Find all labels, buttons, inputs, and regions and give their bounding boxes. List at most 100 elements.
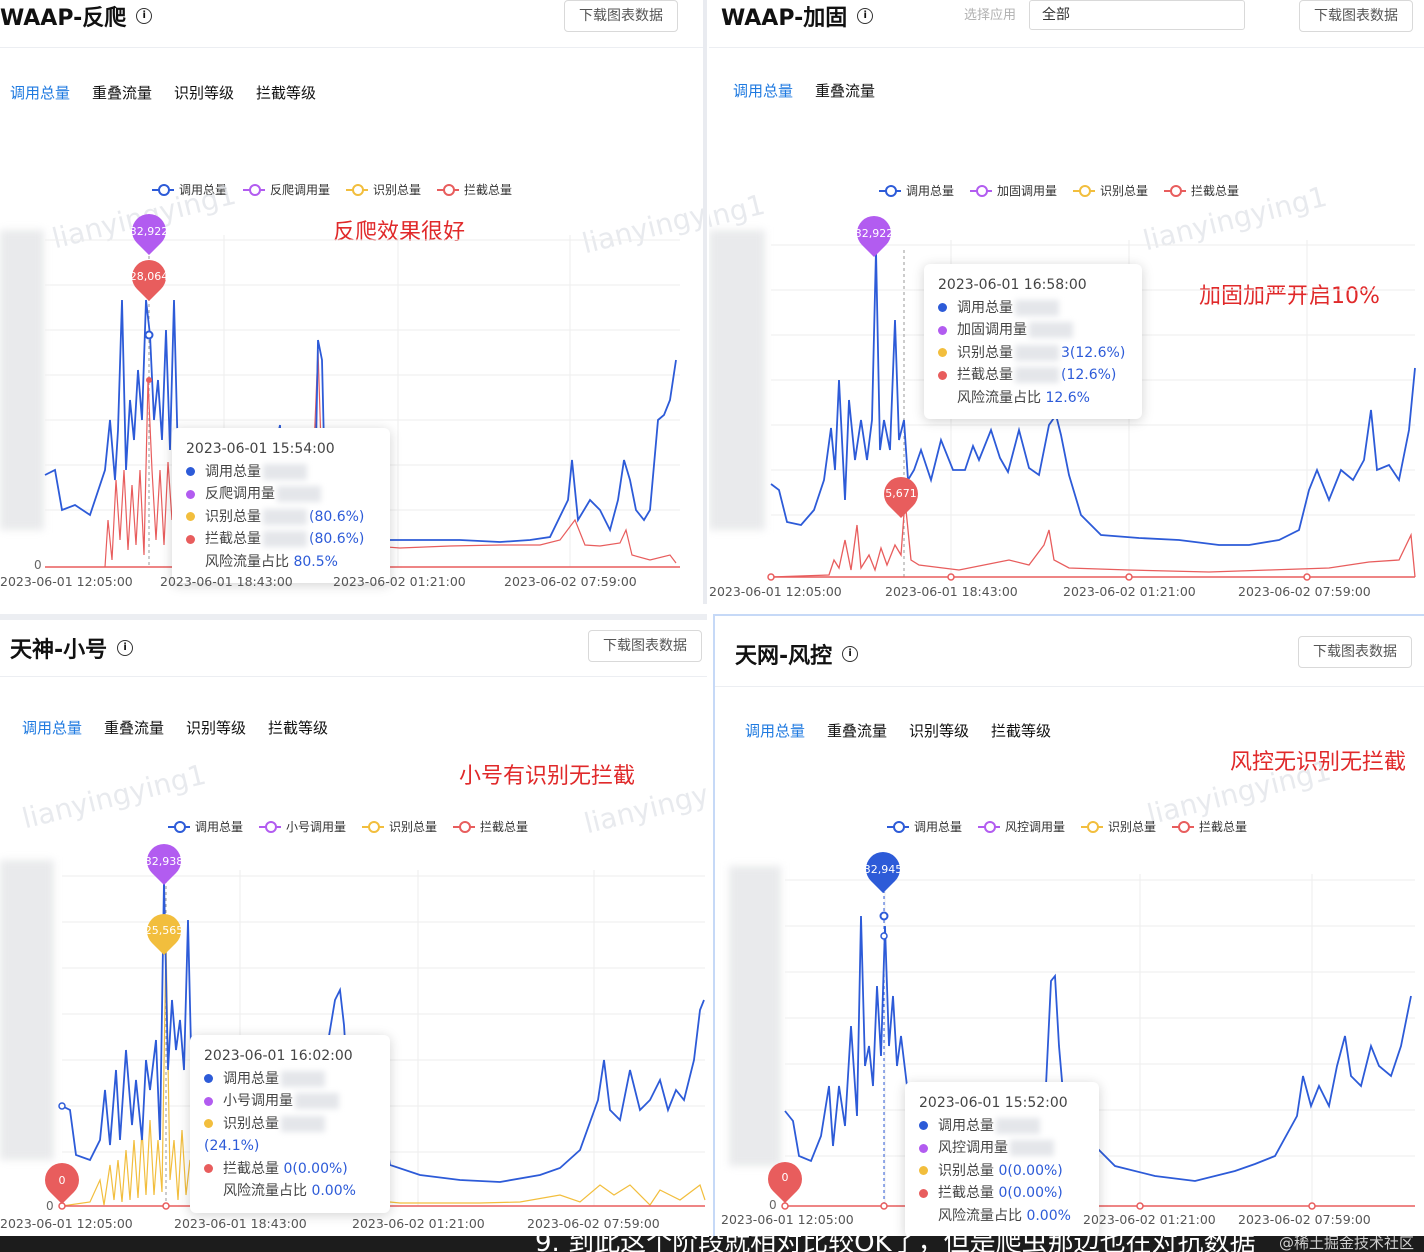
tab-total[interactable]: 调用总量: [22, 719, 83, 737]
x-tick: 2023-06-02 07:59:00: [504, 574, 637, 589]
blurred-axis: [0, 230, 44, 530]
panel-title: 天神-小号 i: [10, 632, 134, 664]
chart-tooltip: 2023-06-01 15:52:00 调用总量 风控调用量 识别总量 0(0.…: [905, 1082, 1099, 1237]
chart-legend: 调用总量 反爬调用量 识别总量 拦截总量: [152, 181, 512, 198]
tab-recognition-level[interactable]: 识别等级: [186, 719, 247, 737]
peak-marker-label: 32,945: [863, 863, 903, 876]
caption-text: 9. 到此这个阶段就相对比较OK了，但是爬虫那边也在对抗数据: [535, 1236, 1256, 1252]
chart-tooltip: 2023-06-01 16:02:00 调用总量 小号调用量 识别总量(24.1…: [190, 1035, 390, 1213]
tab-total[interactable]: 调用总量: [10, 84, 71, 102]
legend-subset[interactable]: 小号调用量: [259, 818, 346, 835]
peak-marker-label: 32,922: [854, 227, 894, 240]
tab-overlap[interactable]: 重叠流量: [104, 719, 165, 737]
blurred-axis: [0, 860, 54, 1160]
legend-recognized[interactable]: 识别总量: [1081, 818, 1156, 835]
annotation-text: 小号有识别无拦截: [459, 764, 636, 789]
info-icon[interactable]: i: [136, 8, 153, 24]
tab-bar: 调用总量 重叠流量 识别等级 拦截等级: [745, 720, 1051, 741]
tab-total[interactable]: 调用总量: [745, 722, 806, 740]
info-icon[interactable]: i: [117, 640, 134, 656]
blocked-marker-label: 0: [781, 1171, 789, 1184]
x-tick: 2023-06-01 12:05:00: [0, 574, 133, 589]
tooltip-time: 2023-06-01 16:58:00: [938, 277, 1087, 293]
panel-tianshen-alt-account: 天神-小号 i 下载图表数据 调用总量 重叠流量 识别等级 拦截等级 小号有识别…: [0, 614, 707, 1242]
legend-blocked[interactable]: 拦截总量: [1164, 182, 1239, 199]
legend-blocked[interactable]: 拦截总量: [437, 181, 512, 198]
x-tick: 2023-06-02 07:59:00: [1238, 1212, 1371, 1227]
legend-subset[interactable]: 风控调用量: [978, 818, 1065, 835]
annotation-text: 反爬效果很好: [333, 220, 466, 245]
panel-tianwang-risk-control: 天网-风控 i 下载图表数据 调用总量 重叠流量 识别等级 拦截等级 风控无识别…: [713, 614, 1424, 1240]
series-recognized: [61, 939, 706, 1207]
article-caption-strip: 9. 到此这个阶段就相对比较OK了，但是爬虫那边也在对抗数据 @稀土掘金技术社区: [0, 1236, 1424, 1252]
tab-recognition-level[interactable]: 识别等级: [174, 84, 235, 102]
tab-block-level[interactable]: 拦截等级: [991, 722, 1052, 740]
tab-bar: 调用总量 重叠流量 识别等级 拦截等级: [22, 717, 328, 738]
legend-total[interactable]: 调用总量: [152, 181, 227, 198]
divider: [709, 47, 1424, 48]
series-blocked: [770, 499, 1416, 578]
annotation-text: 加固加严开启10%: [1199, 284, 1380, 309]
annotation-text: 风控无识别无拦截: [1230, 750, 1407, 775]
panel-waap-hardening: WAAP-加固 i 选择应用 全部 下载图表数据 调用总量 重叠流量 调用总量 …: [709, 0, 1424, 604]
x-tick: 2023-06-02 07:59:00: [527, 1216, 660, 1231]
chart-legend: 调用总量 风控调用量 识别总量 拦截总量: [887, 818, 1247, 835]
download-chart-data-button[interactable]: 下载图表数据: [1299, 0, 1413, 32]
legend-recognized[interactable]: 识别总量: [346, 181, 421, 198]
chart-tooltip: 2023-06-01 16:58:00 调用总量 加固调用量 识别总量 3(12.…: [924, 264, 1142, 419]
peak-marker-label: 32,922: [129, 225, 169, 238]
tab-recognition-level[interactable]: 识别等级: [909, 722, 970, 740]
recognized-marker-label: 25,565: [144, 924, 184, 937]
blurred-axis: [729, 866, 781, 1166]
legend-recognized[interactable]: 识别总量: [1073, 182, 1148, 199]
legend-recognized[interactable]: 识别总量: [362, 818, 437, 835]
blurred-axis: [709, 230, 765, 530]
x-tick: 2023-06-02 01:21:00: [1083, 1212, 1216, 1227]
blocked-marker-label: 0: [58, 1174, 66, 1187]
chart-tooltip: 2023-06-01 15:54:00 调用总量 反爬调用量 识别总量 (80.6…: [172, 428, 390, 583]
blocked-marker-label: 5,671: [885, 487, 917, 500]
chart-legend: 调用总量 加固调用量 识别总量 拦截总量: [879, 182, 1239, 199]
tab-bar: 调用总量 重叠流量: [733, 80, 875, 101]
tab-overlap[interactable]: 重叠流量: [92, 84, 153, 102]
tab-overlap[interactable]: 重叠流量: [827, 722, 888, 740]
legend-blocked[interactable]: 拦截总量: [453, 818, 528, 835]
legend-subset[interactable]: 反爬调用量: [243, 181, 330, 198]
legend-total[interactable]: 调用总量: [887, 818, 962, 835]
legend-blocked[interactable]: 拦截总量: [1172, 818, 1247, 835]
y-axis-zero: 0: [769, 1198, 777, 1212]
panel-title: WAAP-加固 i: [721, 0, 874, 32]
tooltip-time: 2023-06-01 15:52:00: [919, 1095, 1068, 1111]
divider: [0, 676, 707, 677]
tab-block-level[interactable]: 拦截等级: [256, 84, 317, 102]
panel-title: WAAP-反爬 i: [0, 0, 153, 32]
site-watermark: @稀土掘金技术社区: [1278, 1236, 1414, 1252]
app-select[interactable]: 全部: [1029, 0, 1245, 30]
blocked-marker-label: 28,064: [129, 270, 169, 283]
tab-bar: 调用总量 重叠流量 识别等级 拦截等级: [10, 82, 316, 103]
peak-marker-label: 32,938: [144, 855, 184, 868]
info-icon[interactable]: i: [857, 8, 874, 24]
tooltip-time: 2023-06-01 15:54:00: [186, 441, 335, 457]
download-chart-data-button[interactable]: 下载图表数据: [588, 630, 702, 662]
x-tick: 2023-06-01 18:43:00: [160, 574, 293, 589]
x-tick: 2023-06-01 12:05:00: [0, 1216, 133, 1231]
tab-block-level[interactable]: 拦截等级: [268, 719, 329, 737]
series-total: [770, 249, 1416, 546]
x-tick: 2023-06-01 12:05:00: [709, 584, 842, 599]
tab-total[interactable]: 调用总量: [733, 82, 794, 100]
x-tick: 2023-06-01 12:05:00: [721, 1212, 854, 1227]
legend-total[interactable]: 调用总量: [879, 182, 954, 199]
download-chart-data-button[interactable]: 下载图表数据: [1298, 636, 1412, 668]
info-icon[interactable]: i: [842, 646, 859, 662]
x-tick: 2023-06-02 07:59:00: [1238, 584, 1371, 599]
download-chart-data-button[interactable]: 下载图表数据: [564, 0, 678, 32]
legend-subset[interactable]: 加固调用量: [970, 182, 1057, 199]
divider: [715, 686, 1424, 687]
y-axis-zero: 0: [34, 558, 42, 572]
chart-legend: 调用总量 小号调用量 识别总量 拦截总量: [168, 818, 528, 835]
legend-total[interactable]: 调用总量: [168, 818, 243, 835]
tab-overlap[interactable]: 重叠流量: [815, 82, 876, 100]
x-tick: 2023-06-02 01:21:00: [1063, 584, 1196, 599]
x-tick: 2023-06-01 18:43:00: [885, 584, 1018, 599]
